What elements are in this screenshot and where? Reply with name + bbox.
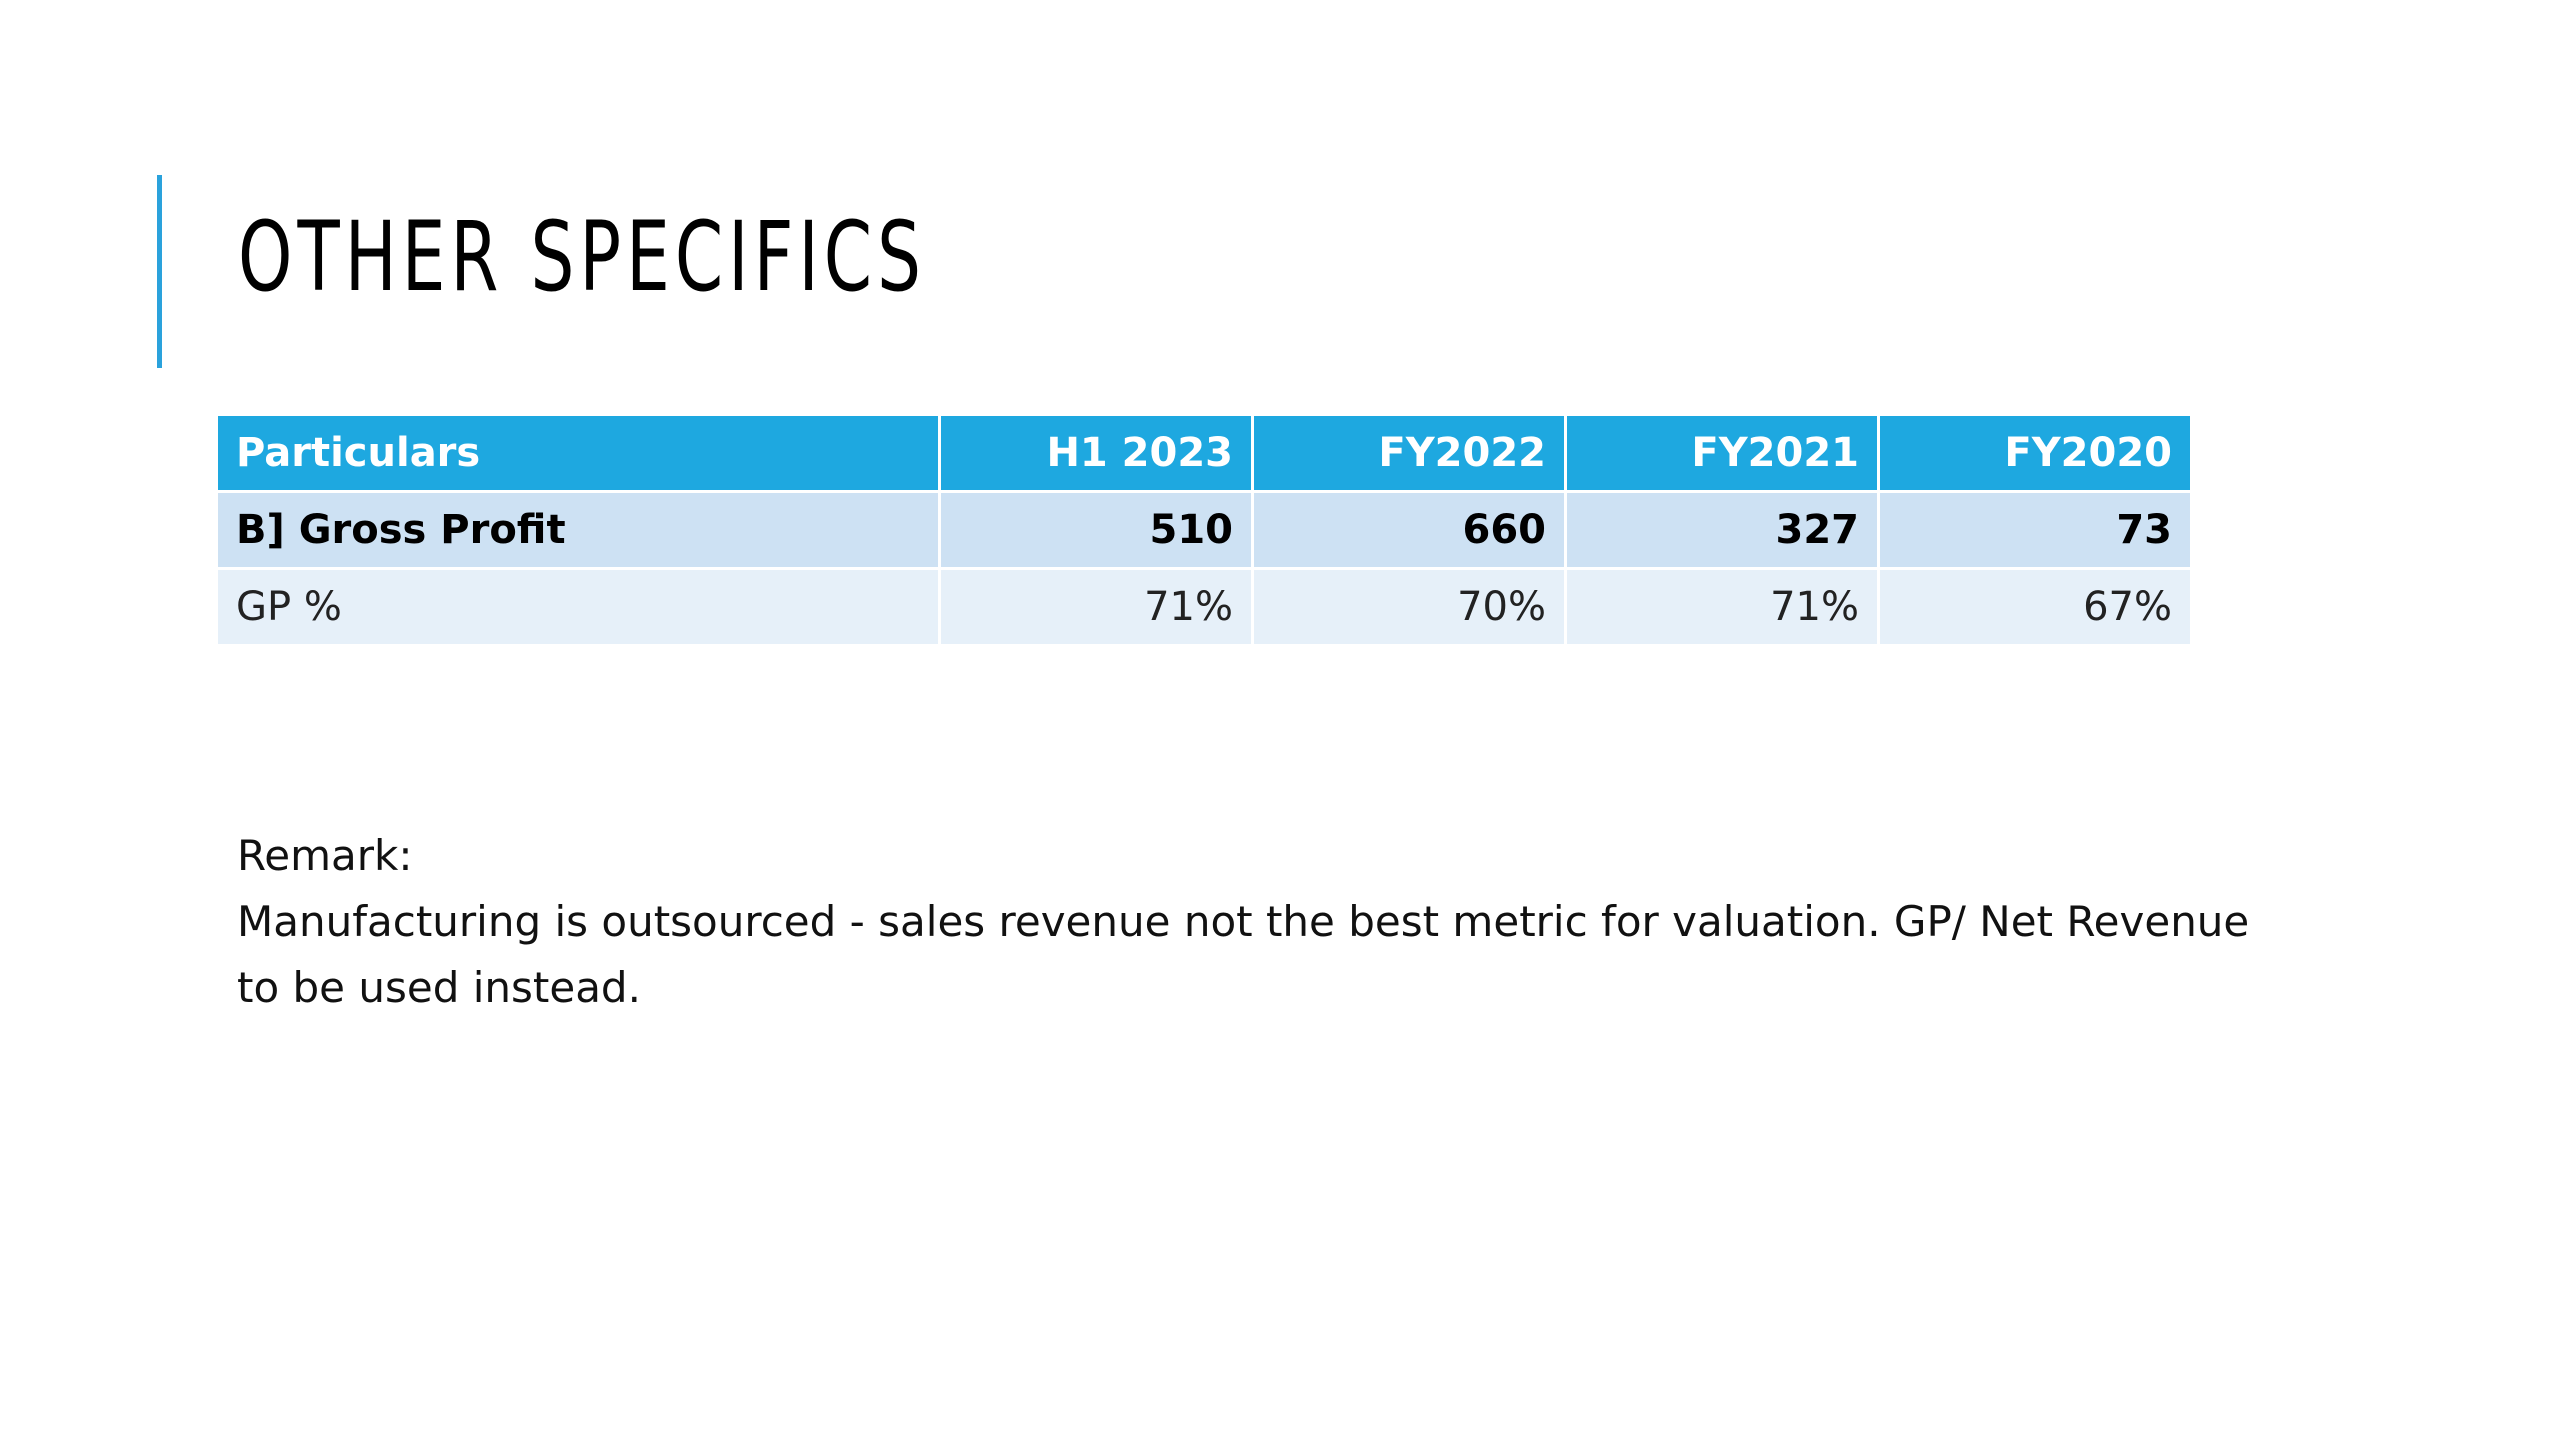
- table-cell: 67%: [1880, 570, 2190, 644]
- table-cell: 327: [1567, 493, 1877, 567]
- column-header-particulars: Particulars: [218, 416, 938, 490]
- title-accent-bar: [157, 175, 162, 368]
- row-label: GP %: [218, 570, 938, 644]
- remark-text-line-2: to be used instead.: [237, 963, 641, 1012]
- table-cell: 71%: [941, 570, 1251, 644]
- table-cell: 71%: [1567, 570, 1877, 644]
- table-cell: 510: [941, 493, 1251, 567]
- remark-block: Remark: Manufacturing is outsourced - sa…: [237, 823, 2337, 1021]
- column-header-h1-2023: H1 2023: [941, 416, 1251, 490]
- table-row-gp-percent: GP % 71% 70% 71% 67%: [218, 570, 2190, 644]
- table-cell: 660: [1254, 493, 1564, 567]
- table-header-row: Particulars H1 2023 FY2022 FY2021 FY2020: [218, 416, 2190, 490]
- table-cell: 70%: [1254, 570, 1564, 644]
- financials-table: Particulars H1 2023 FY2022 FY2021 FY2020…: [215, 413, 2193, 647]
- slide-title: OTHER SPECIFICS: [238, 201, 927, 313]
- table-cell: 73: [1880, 493, 2190, 567]
- column-header-fy2020: FY2020: [1880, 416, 2190, 490]
- row-label: B] Gross Profit: [218, 493, 938, 567]
- remark-heading: Remark:: [237, 831, 413, 880]
- column-header-fy2022: FY2022: [1254, 416, 1564, 490]
- remark-text-line-1: Manufacturing is outsourced - sales reve…: [237, 897, 2250, 946]
- column-header-fy2021: FY2021: [1567, 416, 1877, 490]
- table-row-gross-profit: B] Gross Profit 510 660 327 73: [218, 493, 2190, 567]
